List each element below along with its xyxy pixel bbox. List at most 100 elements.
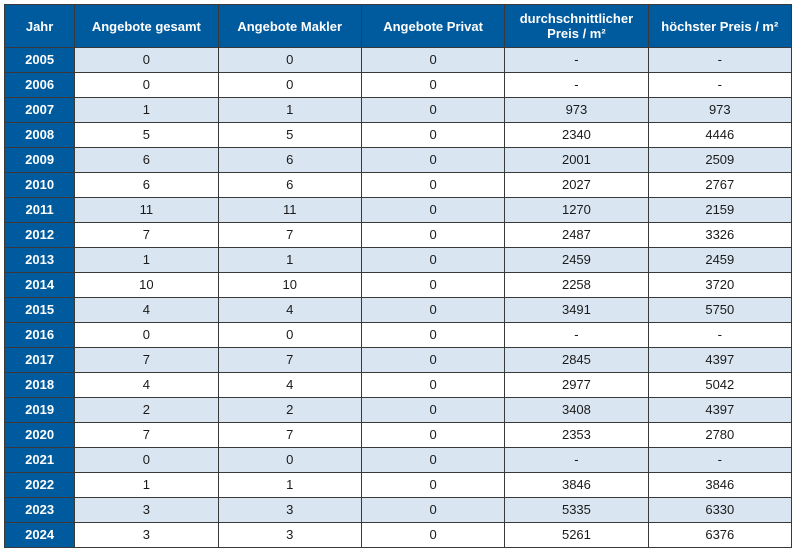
data-cell-makler: 7: [218, 423, 361, 448]
data-cell-makler: 0: [218, 73, 361, 98]
data-cell-makler: 11: [218, 198, 361, 223]
data-cell-gesamt: 6: [75, 148, 218, 173]
data-cell-avgpreis: 973: [505, 98, 648, 123]
table-row: 201844029775042: [5, 373, 792, 398]
table-row: 200966020012509: [5, 148, 792, 173]
year-cell: 2019: [5, 398, 75, 423]
table-row: 202333053356330: [5, 498, 792, 523]
data-cell-privat: 0: [361, 423, 504, 448]
data-cell-avgpreis: -: [505, 48, 648, 73]
data-cell-privat: 0: [361, 448, 504, 473]
data-cell-avgpreis: -: [505, 73, 648, 98]
col-header-avgpreis: durchschnittlicher Preis / m²: [505, 5, 648, 48]
data-cell-avgpreis: 2977: [505, 373, 648, 398]
data-cell-avgpreis: -: [505, 448, 648, 473]
table-row: 2016000--: [5, 323, 792, 348]
data-cell-makler: 0: [218, 323, 361, 348]
year-cell: 2022: [5, 473, 75, 498]
data-cell-maxpreis: 2159: [648, 198, 791, 223]
data-cell-avgpreis: 1270: [505, 198, 648, 223]
data-cell-maxpreis: 2767: [648, 173, 791, 198]
data-cell-maxpreis: -: [648, 323, 791, 348]
data-cell-avgpreis: 2340: [505, 123, 648, 148]
year-cell: 2021: [5, 448, 75, 473]
data-cell-maxpreis: 973: [648, 98, 791, 123]
data-cell-privat: 0: [361, 273, 504, 298]
year-cell: 2010: [5, 173, 75, 198]
data-cell-makler: 1: [218, 248, 361, 273]
table-row: 2007110973973: [5, 98, 792, 123]
data-cell-privat: 0: [361, 498, 504, 523]
data-cell-makler: 6: [218, 148, 361, 173]
data-cell-maxpreis: 5042: [648, 373, 791, 398]
year-cell: 2009: [5, 148, 75, 173]
data-cell-privat: 0: [361, 248, 504, 273]
data-cell-maxpreis: 5750: [648, 298, 791, 323]
data-cell-avgpreis: 2487: [505, 223, 648, 248]
table-row: 200855023404446: [5, 123, 792, 148]
data-cell-maxpreis: 2780: [648, 423, 791, 448]
data-cell-privat: 0: [361, 173, 504, 198]
data-cell-makler: 5: [218, 123, 361, 148]
data-cell-gesamt: 7: [75, 223, 218, 248]
data-cell-avgpreis: 5335: [505, 498, 648, 523]
year-cell: 2007: [5, 98, 75, 123]
col-header-maxpreis: höchster Preis / m²: [648, 5, 791, 48]
data-cell-avgpreis: -: [505, 323, 648, 348]
col-header-privat: Angebote Privat: [361, 5, 504, 48]
data-cell-privat: 0: [361, 323, 504, 348]
data-cell-avgpreis: 3491: [505, 298, 648, 323]
table-row: 202211038463846: [5, 473, 792, 498]
data-cell-gesamt: 3: [75, 523, 218, 548]
col-header-year: Jahr: [5, 5, 75, 48]
price-history-table: Jahr Angebote gesamt Angebote Makler Ang…: [4, 4, 792, 548]
table-row: 201277024873326: [5, 223, 792, 248]
data-cell-makler: 6: [218, 173, 361, 198]
col-header-gesamt: Angebote gesamt: [75, 5, 218, 48]
year-cell: 2006: [5, 73, 75, 98]
data-cell-avgpreis: 5261: [505, 523, 648, 548]
data-cell-makler: 10: [218, 273, 361, 298]
data-cell-privat: 0: [361, 123, 504, 148]
data-cell-gesamt: 3: [75, 498, 218, 523]
data-cell-gesamt: 2: [75, 398, 218, 423]
col-header-makler: Angebote Makler: [218, 5, 361, 48]
table-row: 2006000--: [5, 73, 792, 98]
table-row: 202077023532780: [5, 423, 792, 448]
data-cell-privat: 0: [361, 73, 504, 98]
data-cell-makler: 1: [218, 98, 361, 123]
data-cell-makler: 7: [218, 348, 361, 373]
data-cell-avgpreis: 2459: [505, 248, 648, 273]
data-cell-makler: 2: [218, 398, 361, 423]
table-row: 201922034084397: [5, 398, 792, 423]
data-cell-privat: 0: [361, 348, 504, 373]
data-cell-gesamt: 7: [75, 423, 218, 448]
data-cell-gesamt: 1: [75, 98, 218, 123]
year-cell: 2015: [5, 298, 75, 323]
data-cell-gesamt: 1: [75, 248, 218, 273]
data-cell-makler: 3: [218, 498, 361, 523]
table-row: 2005000--: [5, 48, 792, 73]
year-cell: 2017: [5, 348, 75, 373]
data-cell-maxpreis: 6330: [648, 498, 791, 523]
data-cell-privat: 0: [361, 523, 504, 548]
data-cell-maxpreis: -: [648, 448, 791, 473]
data-cell-makler: 3: [218, 523, 361, 548]
data-cell-avgpreis: 2001: [505, 148, 648, 173]
data-cell-privat: 0: [361, 473, 504, 498]
data-cell-avgpreis: 3846: [505, 473, 648, 498]
data-cell-gesamt: 4: [75, 373, 218, 398]
data-cell-makler: 7: [218, 223, 361, 248]
data-cell-maxpreis: -: [648, 73, 791, 98]
table-row: 201777028454397: [5, 348, 792, 373]
data-cell-makler: 1: [218, 473, 361, 498]
data-cell-gesamt: 7: [75, 348, 218, 373]
year-cell: 2014: [5, 273, 75, 298]
data-cell-privat: 0: [361, 98, 504, 123]
table-row: 201544034915750: [5, 298, 792, 323]
year-cell: 2013: [5, 248, 75, 273]
year-cell: 2023: [5, 498, 75, 523]
data-cell-maxpreis: 2509: [648, 148, 791, 173]
data-cell-gesamt: 1: [75, 473, 218, 498]
year-cell: 2018: [5, 373, 75, 398]
